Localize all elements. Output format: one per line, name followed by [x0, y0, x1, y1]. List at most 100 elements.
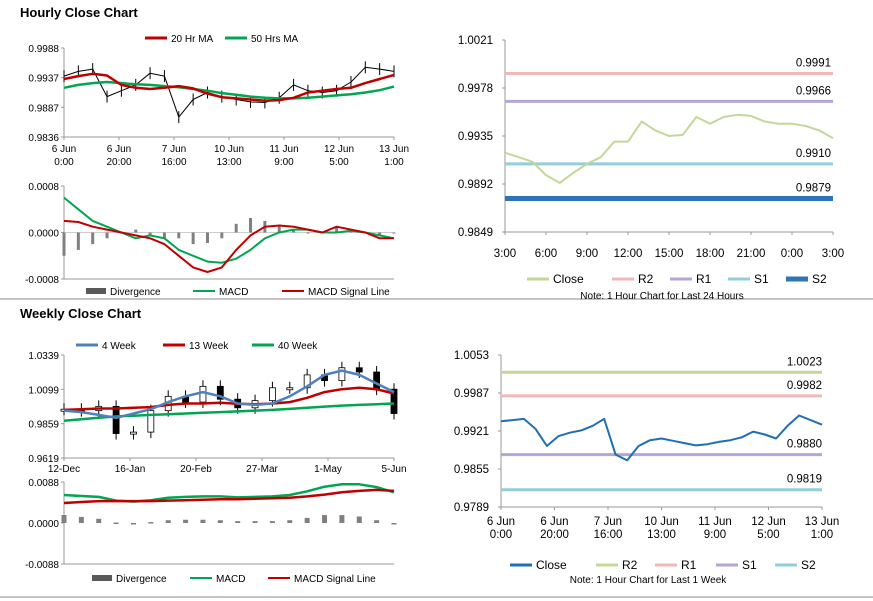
hourly-divergence-bar [220, 232, 224, 239]
weekly-divergence-bar [165, 520, 171, 523]
weekly-4wk-line [63, 369, 395, 420]
hourly-price-xtick-label: 13 Jun [379, 144, 409, 155]
weekly-divergence-bar [96, 518, 102, 523]
weekly-divergence-bar [235, 521, 241, 523]
hourly-price-xtick-label: 9:00 [274, 157, 294, 168]
weekly-pivot-xtick-label: 13 Jun [805, 516, 840, 528]
hourly-macd-signal-line [63, 219, 394, 273]
hourly-divergence-bar [76, 232, 80, 250]
hourly-price-xtick-label: 16:00 [161, 157, 186, 168]
hourly-price-ytick-label: 0.9887 [28, 103, 59, 114]
hourly-divergence-bar [277, 225, 281, 233]
hourly-50hr-ma-line [63, 80, 395, 100]
weekly-price-xtick-label: 5-Jun [381, 464, 406, 475]
hourly-pivot-ytick-label: 0.9935 [458, 131, 493, 143]
hourly-pivot-close-line [504, 113, 834, 184]
legend-weekly-r1-label: R1 [681, 558, 697, 572]
weekly-divergence-bar [322, 515, 328, 523]
hourly-pivot-xtick-label: 6:00 [535, 248, 557, 260]
hourly-level-label-s1: 0.9910 [796, 148, 831, 160]
weekly-level-label-s2: 0.9819 [787, 474, 822, 486]
weekly-candle-body [147, 410, 155, 433]
legend-20hr-ma-label: 20 Hr MA [171, 34, 214, 45]
hourly-pivot-ytick-label: 0.9849 [458, 227, 493, 239]
hourly-level-label-s2: 0.9879 [796, 183, 831, 195]
hourly-price-xtick-label: 11 Jun [269, 144, 298, 155]
weekly-pivot-ytick-label: 1.0053 [454, 350, 489, 362]
weekly-pivot-xtick-label: 13:00 [647, 529, 676, 541]
weekly-candle-body [199, 385, 207, 403]
weekly-divergence-bar [287, 520, 293, 523]
weekly-divergence-bar [183, 519, 189, 523]
weekly-pivot-xtick-label: 0:00 [490, 529, 512, 541]
weekly-pivot-xtick-label: 12 Jun [751, 516, 786, 528]
hourly-price-xtick-label: 20:00 [106, 157, 131, 168]
hourly-price-ytick-label: 0.9937 [28, 74, 59, 85]
weekly-candle-body [286, 387, 294, 391]
hourly-pivot-ytick-label: 0.9978 [458, 83, 493, 95]
weekly-divergence-bar [391, 523, 397, 525]
legend-hourly-s1-label: S1 [754, 272, 769, 286]
hourly-price-ytick-label: 0.9988 [28, 44, 59, 55]
weekly-price-ytick-label: 1.0339 [28, 351, 59, 362]
hourly-pivot-xtick-label: 0:00 [781, 248, 803, 260]
legend-weekly-s2-label: S2 [801, 558, 816, 572]
weekly-divergence-bar [148, 522, 154, 524]
hourly-divergence-bar [177, 232, 181, 239]
hourly-divergence-bar [91, 232, 95, 245]
legend-weekly-macd-signal-label: MACD Signal Line [294, 574, 376, 585]
weekly-divergence-bar [130, 523, 136, 525]
weekly-level-label-s1: 0.9880 [787, 439, 822, 451]
weekly-13wk-line [63, 386, 395, 412]
hourly-divergence-bar [148, 232, 152, 236]
weekly-price-xtick-label: 20-Feb [180, 464, 212, 475]
hourly-pivot-ytick-label: 1.0021 [458, 35, 493, 47]
weekly-pivot-xtick-label: 5:00 [757, 529, 779, 541]
weekly-pivot-note: Note: 1 Hour Chart for Last 1 Week [570, 575, 728, 586]
weekly-divergence-bar [113, 522, 119, 525]
legend-hourly-s2-label: S2 [812, 272, 827, 286]
weekly-candle-body [269, 387, 276, 402]
weekly-macd-ytick-label: 0.0000 [28, 519, 59, 530]
weekly-pivot-ytick-label: 0.9921 [454, 426, 489, 438]
hourly-level-label-r1: 0.9966 [796, 85, 831, 97]
legend-40-week-label: 40 Week [278, 341, 318, 352]
weekly-level-label-r2: 1.0023 [787, 356, 822, 368]
weekly-price-ytick-label: 1.0099 [28, 385, 59, 396]
weekly-divergence-bar [339, 515, 345, 523]
hourly-divergence-bar [249, 217, 253, 233]
legend-divergence-label: Divergence [110, 287, 161, 298]
hourly-divergence-bar [191, 232, 195, 245]
weekly-pivot-xtick-label: 20:00 [540, 529, 569, 541]
hourly-price-xtick-label: 6 Jun [52, 144, 76, 155]
hourly-price-xtick-label: 0:00 [54, 157, 74, 168]
weekly-divergence-bar [200, 519, 206, 523]
weekly-divergence-bar [217, 520, 223, 523]
weekly-pivot-xtick-label: 1:00 [811, 529, 833, 541]
weekly-section-title: Weekly Close Chart [20, 306, 142, 321]
hourly-pivot-xtick-label: 18:00 [696, 248, 725, 260]
weekly-price-xtick-label: 27-Mar [246, 464, 278, 475]
hourly-pivot-note: Note: 1 Hour Chart for Last 24 Hours [580, 291, 743, 302]
hourly-divergence-bar [306, 232, 310, 234]
hourly-price-xtick-label: 10 Jun [214, 144, 244, 155]
hourly-pivot-xtick-label: 15:00 [655, 248, 684, 260]
hourly-pivot-xtick-label: 3:00 [822, 248, 844, 260]
legend-macd-label: MACD [219, 287, 248, 298]
hourly-divergence-bar [378, 232, 382, 236]
weekly-candle-body [373, 371, 381, 390]
legend-weekly-divergence-swatch [92, 575, 112, 581]
weekly-pivot-xtick-label: 7 Jun [594, 516, 622, 528]
weekly-pivot-ytick-label: 0.9987 [454, 388, 489, 400]
hourly-divergence-bar [234, 223, 238, 233]
weekly-pivot-ytick-label: 0.9855 [454, 464, 489, 476]
hourly-price-xtick-label: 7 Jun [162, 144, 186, 155]
weekly-candle-body [355, 367, 363, 373]
hourly-macd-ytick-label: 0.0008 [28, 182, 59, 193]
hourly-price-ytick-label: 0.9836 [28, 133, 59, 144]
legend-weekly-divergence-label: Divergence [116, 574, 167, 585]
weekly-price-xtick-label: 1-May [314, 464, 342, 475]
hourly-divergence-bar [134, 229, 138, 233]
